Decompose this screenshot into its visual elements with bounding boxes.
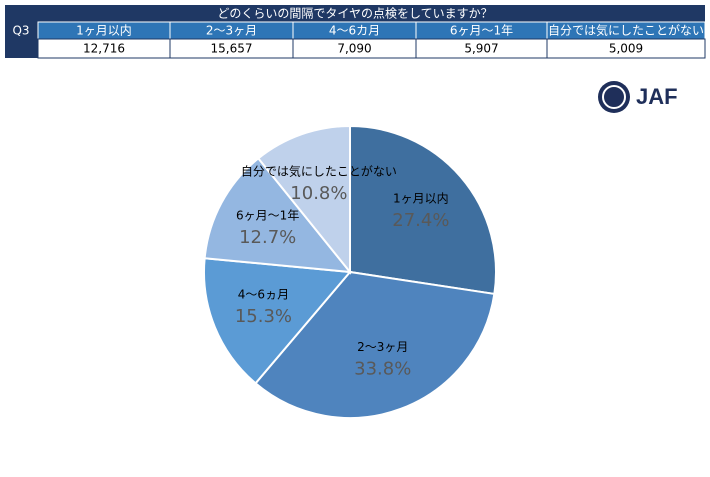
slice-value-label: 12.7% (239, 227, 296, 248)
logo: JAF (598, 81, 678, 113)
header-text: 2～3ヶ月 (206, 24, 257, 38)
header-text: 4～6カ月 (329, 24, 380, 38)
cell-text: 5,907 (464, 42, 498, 56)
data-cell (546, 38, 706, 59)
title-row (5, 5, 705, 22)
slice-value-label: 15.3% (235, 306, 292, 327)
table-title: どのくらいの間隔でタイヤの点検をしていますか？ (217, 7, 492, 21)
cell-text: 15,657 (211, 42, 253, 56)
slice-label: 自分では気にしたことがない (241, 163, 397, 178)
header-text: 自分では気にしたことがない (548, 23, 704, 38)
slice-label: 2～3ヶ月 (357, 340, 408, 354)
slice-label: 1ヶ月以内 (393, 192, 449, 206)
pie-slice (256, 124, 351, 275)
pie-slice (254, 270, 496, 419)
table-label: Q3 (12, 24, 29, 38)
pie-chart: 1ヶ月以内 27.4% 2～3ヶ月 33.8% 4～6ヵ月 15.3% 6ヶ月～1年 12.7… (203, 124, 497, 419)
header-text: 1ヶ月以内 (76, 24, 132, 38)
logo-text: JAF (636, 84, 678, 109)
cell-text: 12,716 (83, 42, 125, 56)
logo-ring (602, 85, 626, 109)
slice-value-label: 33.8% (354, 359, 411, 380)
header-text: 6ヶ月～1年 (450, 24, 513, 38)
table: どのくらいの間隔でタイヤの点検をしていますか？ Q3 1ヶ月以内 2～3ヶ月 4～6カ月… (5, 5, 706, 59)
cell-text: 7,090 (337, 42, 371, 56)
slice-label: 4～6ヵ月 (238, 288, 289, 302)
pie-slice (203, 257, 353, 385)
cell-text: 5,009 (609, 42, 643, 56)
slice-value-label: 27.4% (392, 210, 449, 231)
slice-label: 6ヶ月～1年 (236, 208, 299, 222)
label-cell (5, 22, 38, 58)
pie-slice (203, 156, 353, 274)
slice-value-label: 10.8% (290, 183, 347, 204)
pie-slice (349, 124, 497, 296)
